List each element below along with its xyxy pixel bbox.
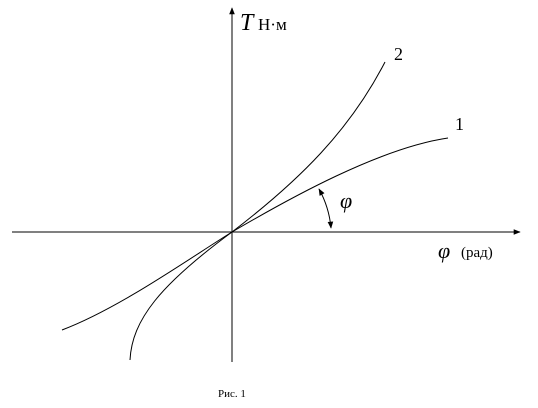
curve-label: 1 <box>455 114 464 134</box>
x-label: φ <box>438 238 450 263</box>
angle-label: φ <box>340 188 352 213</box>
caption: Рис. 1 <box>218 388 246 400</box>
curve-2 <box>129 61 386 361</box>
angle-arc <box>318 188 334 229</box>
y-unit: Н·м <box>258 15 287 34</box>
y-label: T <box>240 10 255 36</box>
curve-1 <box>61 137 449 331</box>
x-unit: (рад) <box>461 245 493 261</box>
curve-label: 2 <box>394 44 403 64</box>
